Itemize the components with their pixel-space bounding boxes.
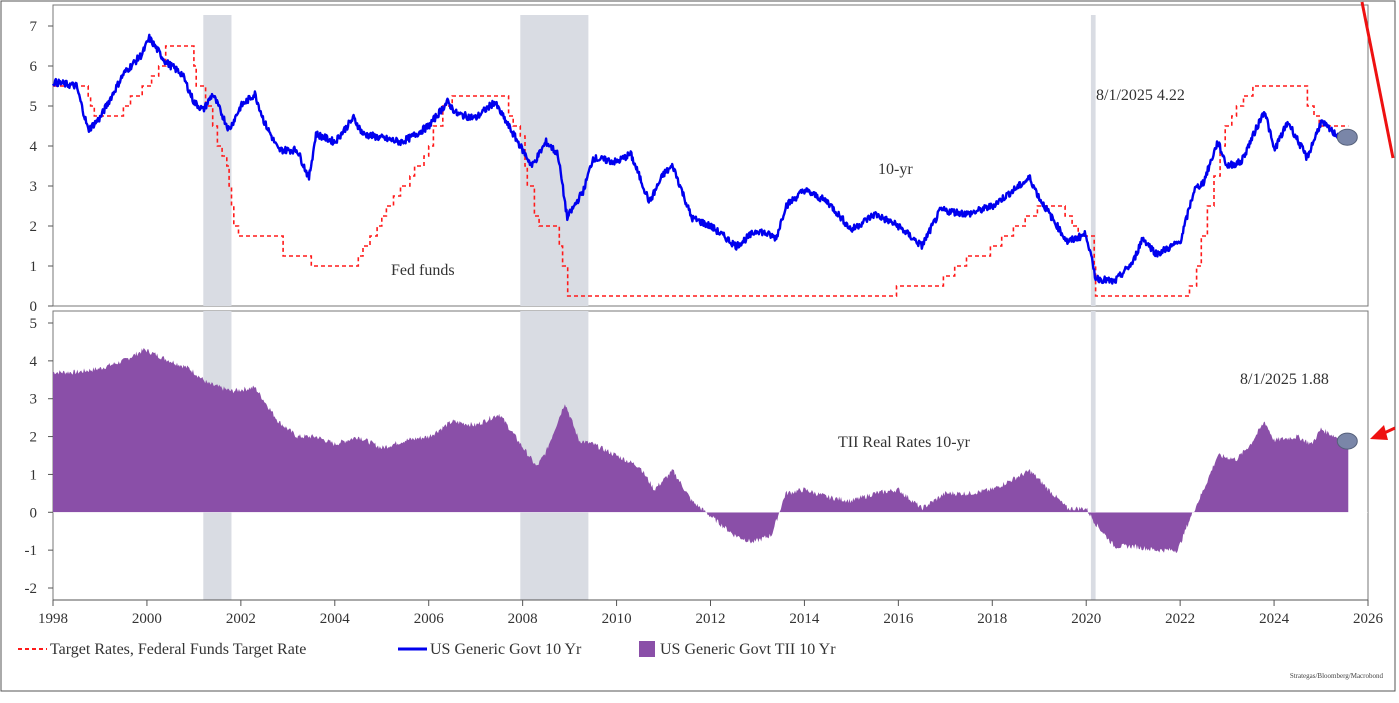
- tii-label: TII Real Rates 10-yr: [838, 434, 971, 451]
- tii-area-series: [53, 348, 1349, 553]
- fed-funds-label: Fed funds: [391, 262, 455, 279]
- bottom-ytick-label: 4: [30, 354, 38, 370]
- top-panel-border: [52, 4, 1369, 307]
- xtick-label: 1998: [38, 611, 68, 627]
- bottom-ytick-label: -2: [25, 581, 38, 597]
- xtick-label: 2022: [1165, 611, 1195, 627]
- xtick-label: 2014: [789, 611, 820, 627]
- last-value-markers: [1336, 128, 1358, 450]
- recession-band-bottom-2: [1090, 311, 1096, 600]
- legend-label-fed-funds: Target Rates, Federal Funds Target Rate: [50, 641, 306, 658]
- bottom-ytick-label: 3: [30, 392, 38, 408]
- xtick-label: 2016: [883, 611, 914, 627]
- xtick-label: 2026: [1353, 611, 1384, 627]
- top-ytick-label: 3: [30, 179, 38, 195]
- xtick-label: 2000: [132, 611, 162, 627]
- bottom-ytick-label: -1: [25, 543, 38, 559]
- xtick-label: 2008: [508, 611, 538, 627]
- top-ytick-label: 0: [30, 299, 38, 315]
- fed-funds-layer: [53, 45, 1349, 297]
- bottom-ytick-label: 0: [30, 505, 38, 521]
- tii-area-layer: [53, 348, 1368, 553]
- top-ytick-label: 1: [30, 259, 38, 275]
- red-arrow-head: [1370, 425, 1388, 440]
- xtick-label: 2024: [1259, 611, 1290, 627]
- xtick-label: 2004: [320, 611, 351, 627]
- ten-year-layer: [51, 33, 1349, 285]
- ten-year-series: [51, 33, 1349, 285]
- recession-band-top-1: [520, 15, 589, 306]
- top-ytick-label: 6: [30, 59, 38, 75]
- legend: Target Rates, Federal Funds Target Rate …: [18, 641, 836, 658]
- fed-funds-series: [53, 45, 1349, 297]
- source-note: Strategas/Bloomberg/Macrobond: [1290, 672, 1384, 680]
- legend-label-ten-year: US Generic Govt 10 Yr: [430, 641, 582, 658]
- bottom-ytick-label: 5: [30, 316, 38, 332]
- red-arrow-line-top: [1360, 1, 1395, 159]
- xtick-label: 2010: [602, 611, 632, 627]
- top-ytick-label: 7: [30, 19, 38, 35]
- legend-swatch-tii: [639, 641, 655, 657]
- tii-last-point: [1336, 432, 1358, 450]
- xtick-label: 2020: [1071, 611, 1101, 627]
- ten-year-label: 10-yr: [878, 161, 913, 178]
- bottom-last-value-label: 8/1/2025 1.88: [1240, 371, 1329, 388]
- bottom-ytick-label: 2: [30, 430, 38, 446]
- top-ytick-label: 4: [30, 139, 38, 155]
- top-ytick-label: 2: [30, 219, 38, 235]
- xtick-label: 2012: [696, 611, 726, 627]
- top-ytick-label: 5: [30, 99, 38, 115]
- recession-band-top-2: [1090, 15, 1096, 306]
- bottom-ytick-label: 1: [30, 467, 38, 483]
- xtick-label: 2002: [226, 611, 256, 627]
- legend-label-tii: US Generic Govt TII 10 Yr: [660, 641, 836, 658]
- xtick-label: 2018: [977, 611, 1007, 627]
- top-last-value-label: 8/1/2025 4.22: [1096, 87, 1185, 104]
- axes: 0 1 2 3 4 5 6 7 -2 -1 0 1 2 3 4 5 1998 2000 2002 2004 2006 20…: [25, 19, 1384, 627]
- xtick-label: 2006: [414, 611, 445, 627]
- ten-year-last-point: [1336, 128, 1358, 146]
